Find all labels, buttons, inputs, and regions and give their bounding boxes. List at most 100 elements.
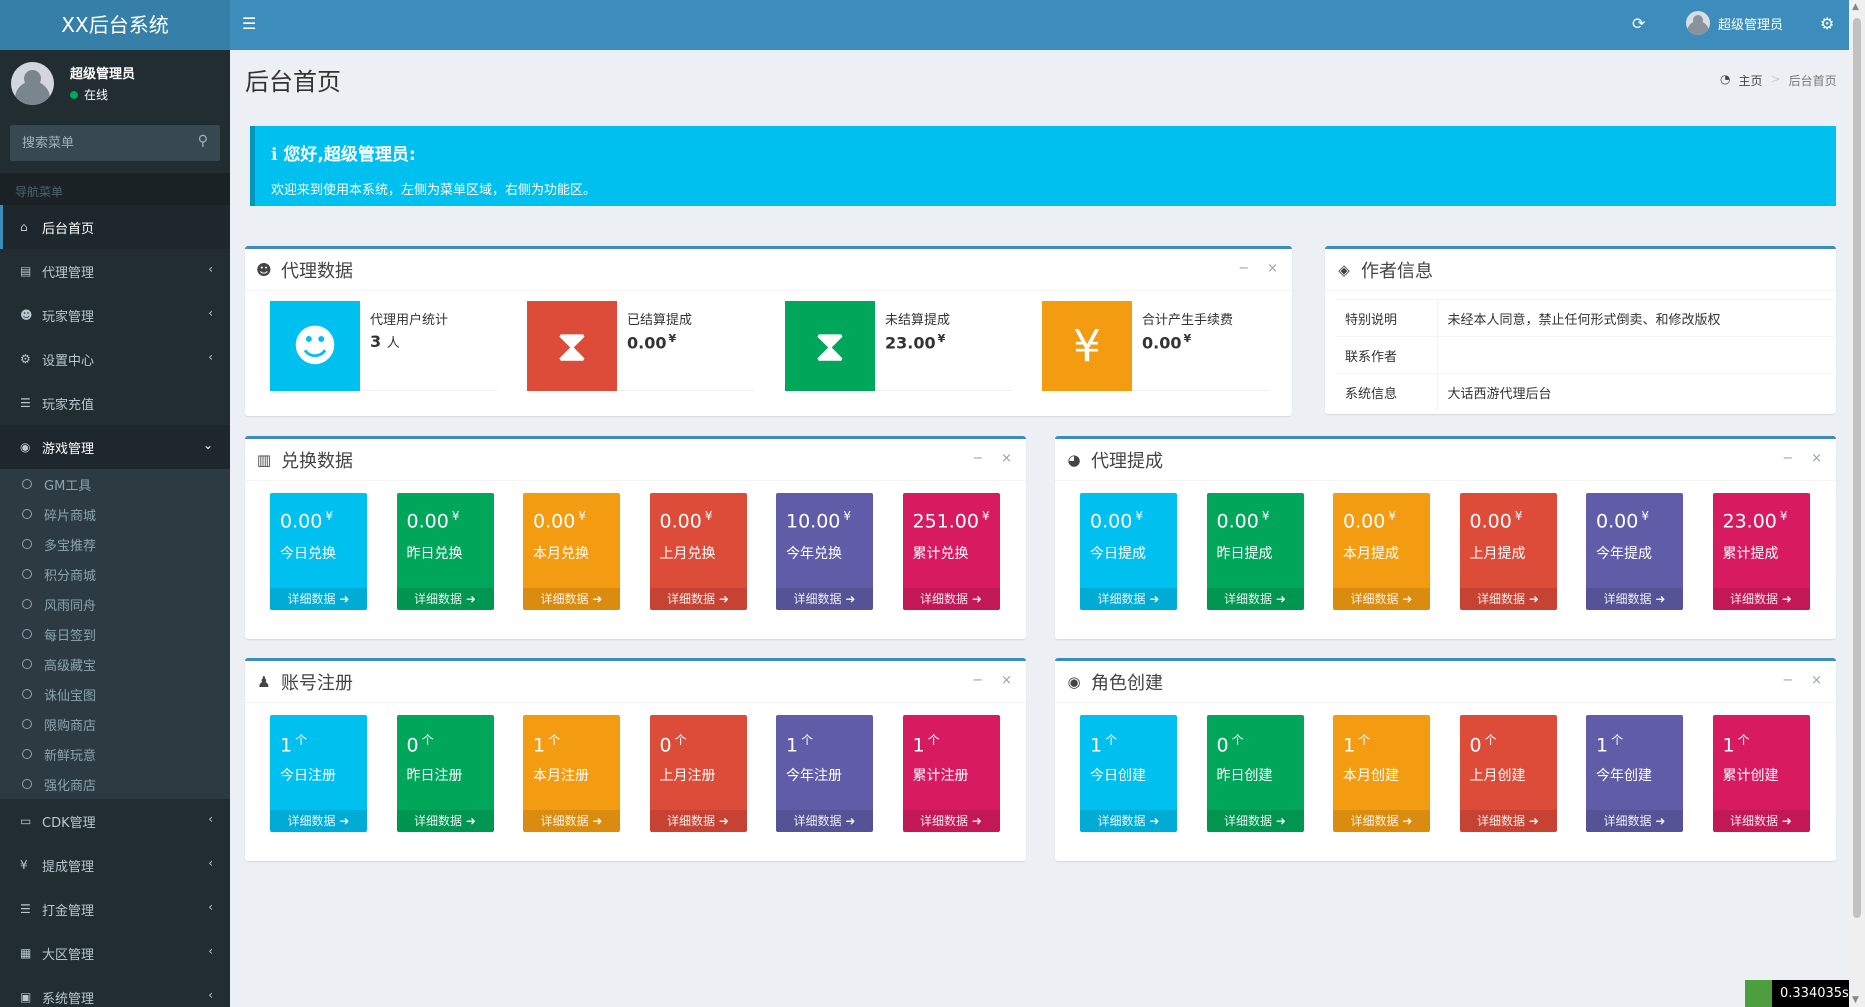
arrow-circle-right-icon: ➜ xyxy=(339,814,350,828)
details-link[interactable]: 详细数据 ➜ xyxy=(1712,810,1810,832)
close-icon[interactable]: × xyxy=(1001,451,1012,466)
sidebar-item-home[interactable]: ⌂ 后台首页 xyxy=(0,205,230,249)
sidebar-item-game[interactable]: ◉ 游戏管理 ⌄ xyxy=(0,425,230,469)
stat-number: 0.00 xyxy=(280,510,323,533)
small-stat-box: 10.00 ¥ 今年兑换 详细数据 ➜ xyxy=(776,493,873,610)
stat-number: 251.00 xyxy=(912,510,979,533)
box-header: ◈ 作者信息 xyxy=(1325,249,1836,291)
details-link[interactable]: 详细数据 ➜ xyxy=(902,588,1000,610)
details-link[interactable]: 详细数据 ➜ xyxy=(1459,810,1557,832)
submenu-item[interactable]: 新鲜玩意 xyxy=(0,739,230,769)
sidebar-item-cdk[interactable]: ▭ CDK管理 ‹ xyxy=(0,799,230,843)
details-link[interactable]: 详细数据 ➜ xyxy=(776,810,873,832)
sidebar-item-system[interactable]: ▣ 系统管理 ‹ xyxy=(0,975,230,1007)
close-icon[interactable]: × xyxy=(1811,451,1822,466)
submenu-item[interactable]: 强化商店 xyxy=(0,769,230,799)
scroll-down-icon[interactable]: ▼ xyxy=(1852,995,1859,1005)
details-link[interactable]: 详细数据 ➜ xyxy=(1586,810,1683,832)
details-link[interactable]: 详细数据 ➜ xyxy=(1080,588,1177,610)
search-icon[interactable]: ⚲ xyxy=(197,133,208,149)
submenu-item[interactable]: GM工具 xyxy=(0,469,230,499)
close-icon[interactable]: × xyxy=(1811,673,1822,688)
stat-number: 0.00 xyxy=(1596,510,1639,533)
user-icon: ♟ xyxy=(257,672,271,691)
circle-icon xyxy=(22,749,32,759)
stat-number: 1 xyxy=(1090,734,1103,757)
page-title: 后台首页 xyxy=(245,68,341,96)
details-link[interactable]: 详细数据 ➜ xyxy=(270,810,367,832)
sidebar-item-player[interactable]: ☻ 玩家管理 ‹ xyxy=(0,293,230,337)
breadcrumb-home[interactable]: 主页 xyxy=(1738,74,1763,88)
scroll-up-icon[interactable]: ▲ xyxy=(1852,2,1859,12)
app-logo[interactable]: XX后台系统 xyxy=(0,0,230,50)
details-link[interactable]: 详细数据 ➜ xyxy=(1206,588,1304,610)
small-stat-box: 0.00 ¥ 上月提成 详细数据 ➜ xyxy=(1459,493,1557,610)
sidebar-item-agent[interactable]: ▤ 代理管理 ‹ xyxy=(0,249,230,293)
close-icon[interactable]: × xyxy=(1267,261,1278,276)
details-link[interactable]: 详细数据 ➜ xyxy=(1459,588,1557,610)
submenu-item[interactable]: 风雨同舟 xyxy=(0,589,230,619)
details-link[interactable]: 详细数据 ➜ xyxy=(270,588,367,610)
details-link[interactable]: 详细数据 ➜ xyxy=(1586,588,1683,610)
minimize-icon[interactable]: − xyxy=(1238,261,1250,276)
submenu-item[interactable]: 高级藏宝 xyxy=(0,649,230,679)
details-link[interactable]: 详细数据 ➜ xyxy=(1333,810,1430,832)
minimize-icon[interactable]: − xyxy=(972,673,984,688)
small-stat-box: 0.00 ¥ 本月提成 详细数据 ➜ xyxy=(1333,493,1430,610)
stat-unit: 个 xyxy=(1611,733,1624,747)
details-link[interactable]: 详细数据 ➜ xyxy=(1333,588,1430,610)
arrow-circle-right-icon: ➜ xyxy=(845,592,856,606)
details-link[interactable]: 详细数据 ➜ xyxy=(1080,810,1177,832)
stat-label: 累计创建 xyxy=(1722,768,1779,784)
minimize-icon[interactable]: − xyxy=(1782,673,1794,688)
submenu-item[interactable]: 每日签到 xyxy=(0,619,230,649)
sidebar-item-region[interactable]: ▦ 大区管理 ‹ xyxy=(0,931,230,975)
user-menu[interactable]: 超级管理员 xyxy=(1686,11,1783,35)
details-label: 详细数据 xyxy=(1097,814,1146,828)
submenu-item[interactable]: 积分商城 xyxy=(0,559,230,589)
info-box-label: 代理用户统计 xyxy=(370,313,449,328)
refresh-icon[interactable]: ⟳ xyxy=(1632,14,1646,33)
page-scrollbar[interactable]: ▲ ▼ xyxy=(1849,0,1865,1007)
gears-icon[interactable]: ⚙ xyxy=(1820,14,1835,33)
minimize-icon[interactable]: − xyxy=(1782,451,1794,466)
arrow-circle-right-icon: ➜ xyxy=(465,592,476,606)
details-label: 详细数据 xyxy=(1603,814,1652,828)
stat-unit: ¥ xyxy=(578,509,586,523)
details-link[interactable]: 详细数据 ➜ xyxy=(776,588,873,610)
submenu-item[interactable]: 多宝推荐 xyxy=(0,529,230,559)
submenu-item[interactable]: 诛仙宝图 xyxy=(0,679,230,709)
details-link[interactable]: 详细数据 ➜ xyxy=(902,810,1000,832)
details-link[interactable]: 详细数据 ➜ xyxy=(396,810,494,832)
submenu-label: 诛仙宝图 xyxy=(44,688,97,704)
submenu-item[interactable]: 碎片商城 xyxy=(0,499,230,529)
close-icon[interactable]: × xyxy=(1001,673,1012,688)
stat-unit: ¥ xyxy=(981,509,990,523)
scrollbar-thumb[interactable] xyxy=(1853,18,1861,918)
details-link[interactable]: 详细数据 ➜ xyxy=(649,810,747,832)
minimize-icon[interactable]: − xyxy=(972,451,984,466)
menu-toggle-icon[interactable]: ☰ xyxy=(242,14,257,33)
details-link[interactable]: 详细数据 ➜ xyxy=(649,588,747,610)
sidebar-item-recharge[interactable]: ☰ 玩家充值 xyxy=(0,381,230,425)
small-stat-box: 1 个今年注册 详细数据 ➜ xyxy=(776,715,873,832)
info-box-number: 0.00 ¥ xyxy=(1142,332,1259,352)
details-link[interactable]: 详细数据 ➜ xyxy=(523,810,620,832)
details-link[interactable]: 详细数据 ➜ xyxy=(396,588,494,610)
stat-label: 本月注册 xyxy=(533,768,589,784)
small-stat-box: 0 个上月创建 详细数据 ➜ xyxy=(1459,715,1557,832)
sidebar-item-gold[interactable]: ☰ 打金管理 ‹ xyxy=(0,887,230,931)
search-input[interactable] xyxy=(10,125,190,161)
user-status: 在线 xyxy=(70,86,108,103)
details-link[interactable]: 详细数据 ➜ xyxy=(1712,588,1810,610)
welcome-callout: ℹ 您好,超级管理员: 欢迎来到使用本系统，左侧为菜单区域，右侧为功能区。 xyxy=(250,126,1836,206)
details-link[interactable]: 详细数据 ➜ xyxy=(523,588,620,610)
box-title: 账号注册 xyxy=(281,672,353,694)
submenu-label: 强化商店 xyxy=(44,778,97,794)
sidebar-item-settings[interactable]: ⚙ 设置中心 ‹ xyxy=(0,337,230,381)
submenu-item[interactable]: 限购商店 xyxy=(0,709,230,739)
sidebar-item-commission[interactable]: ¥ 提成管理 ‹ xyxy=(0,843,230,887)
details-link[interactable]: 详细数据 ➜ xyxy=(1206,810,1304,832)
